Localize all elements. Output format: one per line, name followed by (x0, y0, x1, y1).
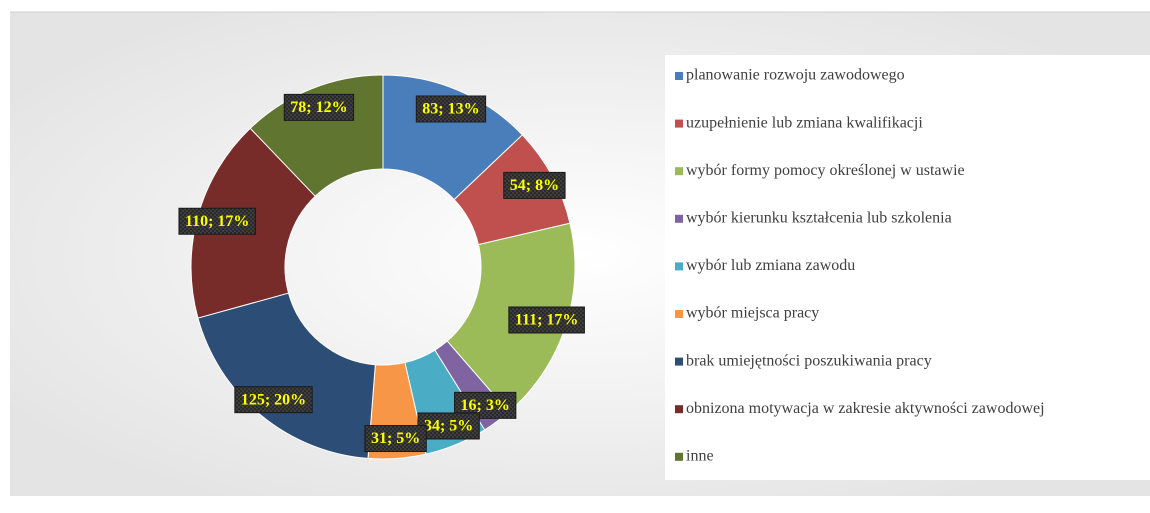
legend-swatch (675, 119, 683, 128)
data-label-text: 34; 5% (424, 418, 473, 435)
legend-label: wybór lub zmiana zawodu (686, 257, 855, 274)
legend-swatch (675, 167, 683, 176)
legend-label: inne (686, 447, 714, 464)
data-label: 54; 8% (503, 171, 566, 199)
legend-swatch (675, 310, 683, 318)
data-label: 110; 17% (178, 207, 256, 235)
data-label-box (454, 391, 517, 419)
legend-swatch (675, 357, 683, 366)
data-label: 16; 3% (454, 391, 517, 419)
legend-label: wybór miejsca pracy (686, 305, 819, 322)
donut-slice (197, 292, 376, 459)
data-label-text: 31; 5% (371, 430, 420, 447)
data-label-box (234, 386, 313, 414)
data-label-box (503, 171, 566, 199)
legend-label: planowanie rozwoju zawodowego (686, 67, 905, 84)
data-label: 83; 13% (415, 95, 487, 123)
data-label-box (415, 95, 487, 123)
data-label: 78; 12% (283, 93, 355, 121)
legend-label: wybór kierunku kształcenia lub szkolenia (686, 209, 952, 226)
legend-background (665, 55, 1150, 480)
data-label: 125; 20% (234, 386, 313, 414)
legend-label: brak umiejętności poszukiwania pracy (686, 352, 932, 369)
data-label: 31; 5% (364, 425, 427, 453)
data-label-box (283, 93, 355, 121)
data-label-text: 111; 17% (515, 312, 579, 329)
data-label-text: 110; 17% (185, 213, 249, 230)
data-label-text: 83; 13% (422, 101, 479, 118)
legend-label: obnizona motywacja w zakresie aktywności… (686, 400, 1045, 417)
data-label-text: 78; 12% (290, 99, 347, 116)
data-label-box (178, 207, 256, 235)
data-label: 34; 5% (417, 412, 480, 440)
legend-swatch (675, 72, 683, 80)
data-label-box (417, 412, 480, 440)
data-label-box (364, 425, 427, 453)
legend-swatch (675, 262, 683, 271)
legend-label: wybór formy pomocy określonej w ustawie (686, 162, 965, 179)
legend-swatch (675, 405, 683, 414)
legend-label: uzupełnienie lub zmiana kwalifikacji (686, 114, 923, 131)
legend-swatch (675, 452, 683, 461)
legend-swatch (675, 214, 683, 223)
data-label-text: 54; 8% (510, 177, 559, 194)
data-label-text: 125; 20% (241, 391, 306, 408)
data-label: 111; 17% (508, 306, 585, 334)
data-label-text: 16; 3% (461, 397, 510, 414)
data-label-box (508, 306, 585, 334)
